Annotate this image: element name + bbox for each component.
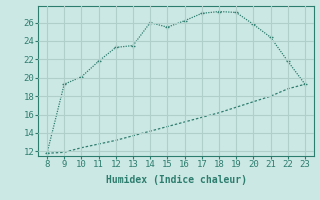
X-axis label: Humidex (Indice chaleur): Humidex (Indice chaleur) bbox=[106, 175, 246, 185]
